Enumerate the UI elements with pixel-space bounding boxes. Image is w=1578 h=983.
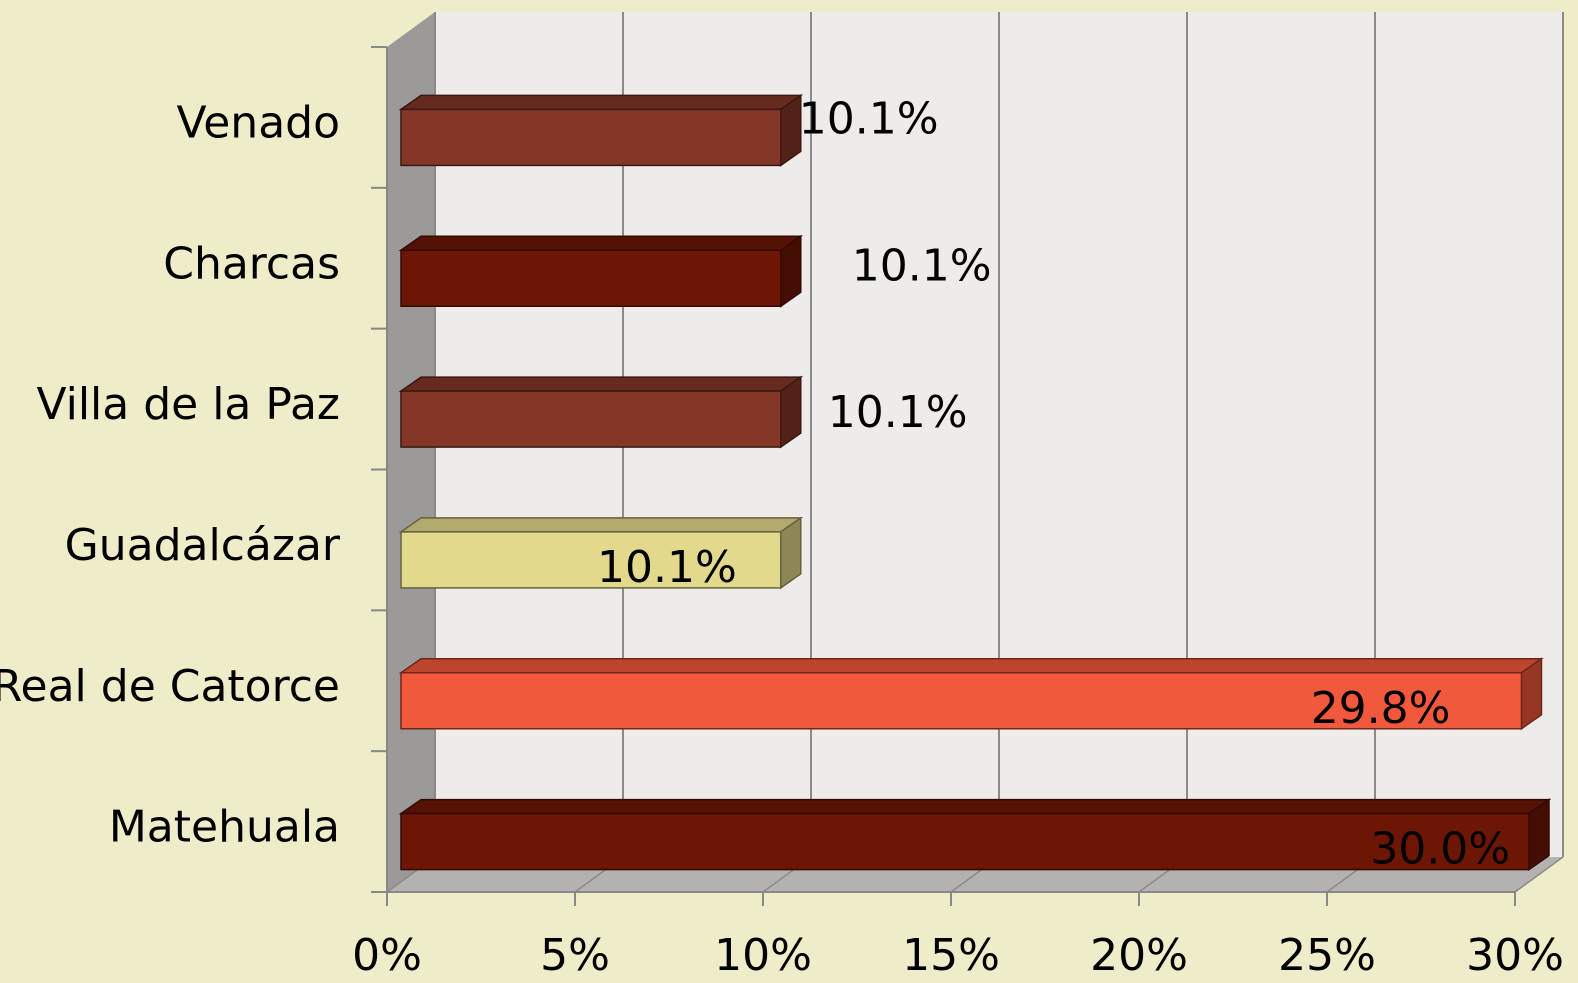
x-tick-label: 10% — [714, 930, 812, 981]
category-label: Venado — [177, 97, 340, 148]
category-label: Guadalcázar — [65, 520, 341, 571]
value-label: 10.1% — [799, 93, 939, 144]
bar — [400, 390, 782, 448]
bar — [400, 249, 782, 307]
x-tick-label: 30% — [1466, 930, 1564, 981]
x-tick-label: 25% — [1278, 930, 1376, 981]
bar-top — [398, 517, 804, 533]
x-tick-label: 20% — [1090, 930, 1188, 981]
bar-top — [398, 376, 804, 392]
value-label: 10.1% — [597, 542, 737, 593]
bar-top — [398, 94, 804, 111]
category-label: Villa de la Paz — [36, 379, 340, 430]
bar-top — [398, 658, 1544, 674]
bar-top — [398, 235, 804, 251]
bar — [400, 672, 1523, 730]
x-tick-label: 15% — [902, 930, 1000, 981]
x-tick-label: 0% — [352, 930, 422, 981]
x-tick-label: 5% — [540, 930, 610, 981]
value-label: 10.1% — [852, 240, 992, 291]
bar — [400, 812, 1530, 871]
bar — [400, 108, 782, 167]
category-label: Real de Catorce — [0, 661, 340, 712]
value-label: 10.1% — [828, 387, 968, 438]
value-label: 30.0% — [1370, 824, 1510, 875]
category-label: Matehuala — [109, 802, 340, 853]
bar — [400, 531, 782, 589]
bar-top — [398, 798, 1552, 815]
category-label: Charcas — [163, 238, 340, 289]
floor-grid-line — [1514, 856, 1564, 893]
value-label: 29.8% — [1311, 683, 1451, 734]
